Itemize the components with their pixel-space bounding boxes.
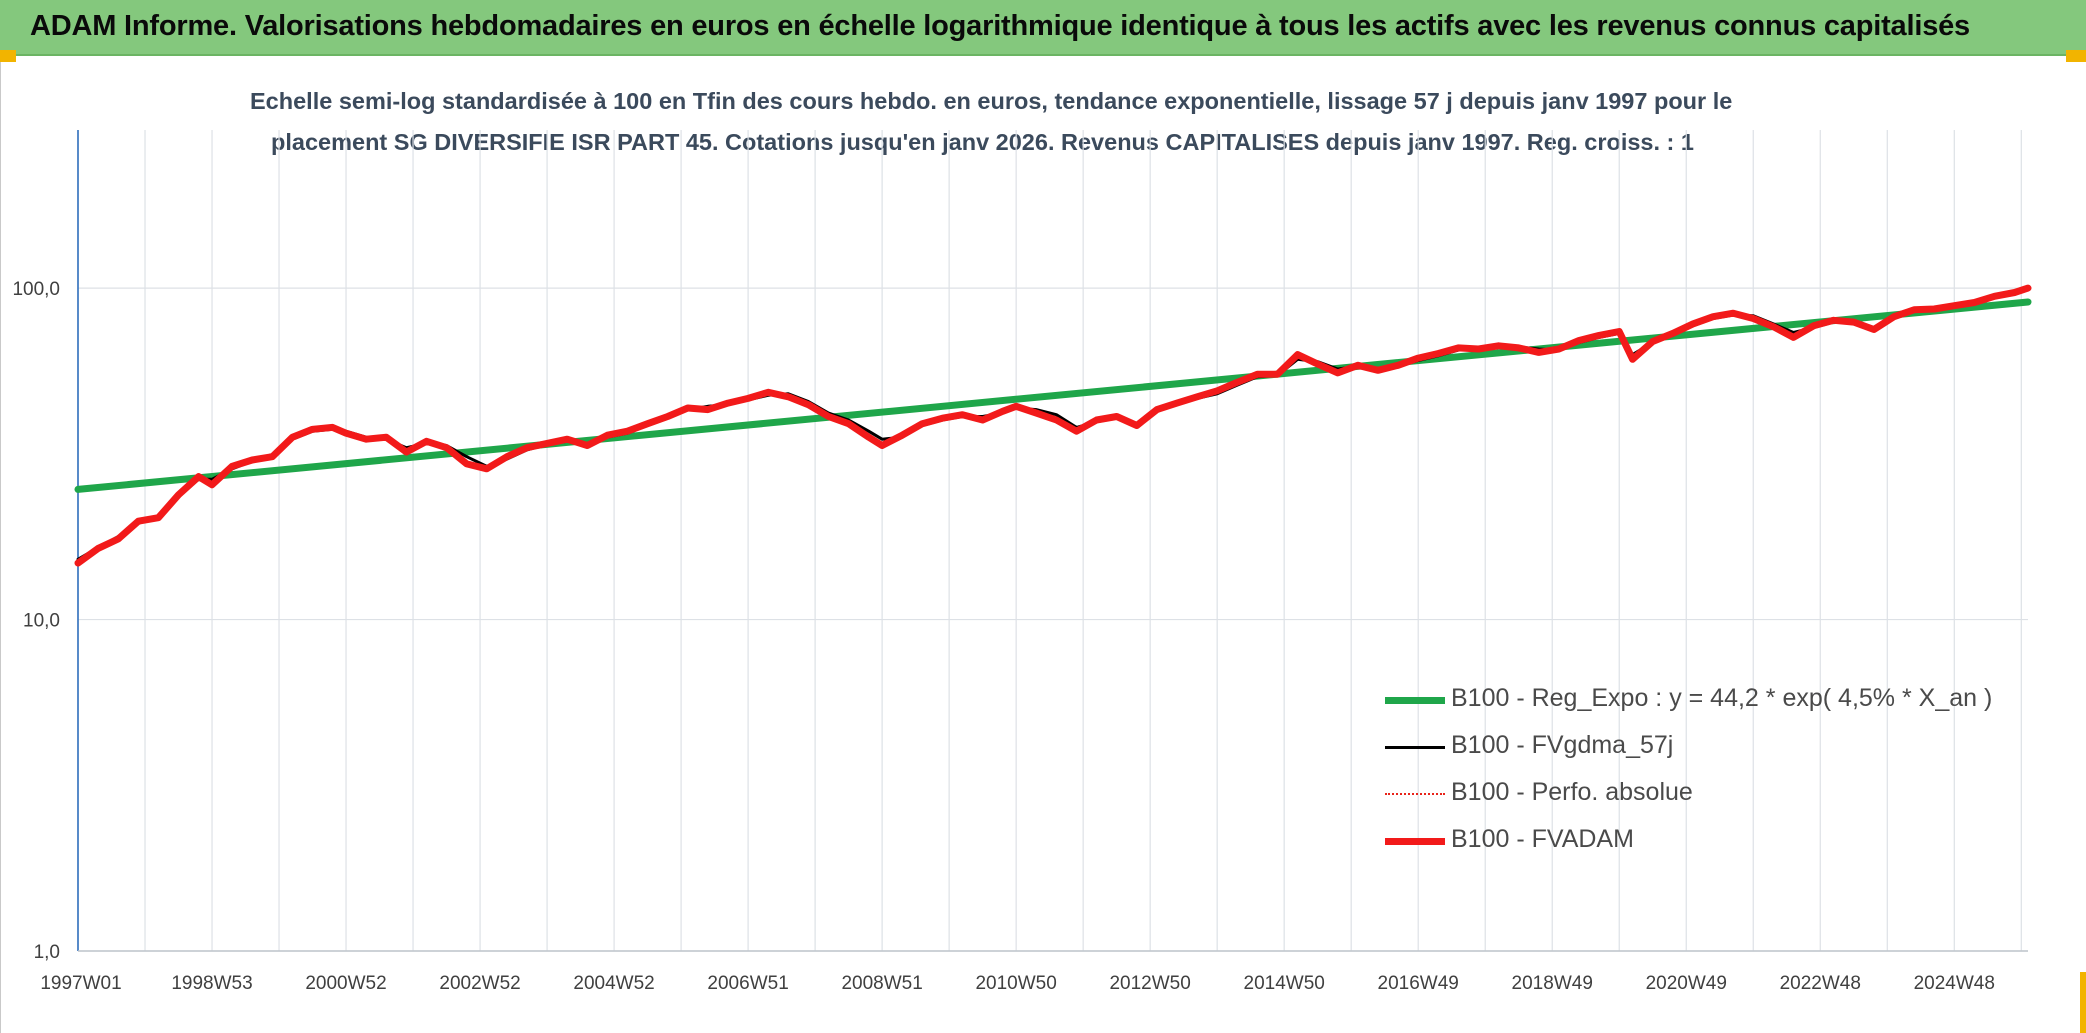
legend-swatch bbox=[1385, 696, 1445, 704]
x-tick-label: 2002W52 bbox=[439, 973, 520, 994]
x-tick-label: 2020W49 bbox=[1646, 973, 1727, 994]
corner-marker-top-right bbox=[2066, 50, 2086, 62]
report-banner: ADAM Informe. Valorisations hebdomadaire… bbox=[0, 0, 2086, 56]
x-tick-label: 2010W50 bbox=[975, 973, 1056, 994]
legend-swatch bbox=[1385, 837, 1445, 845]
x-tick-label: 1998W53 bbox=[171, 973, 252, 994]
y-tick-label: 10,0 bbox=[23, 611, 60, 632]
x-tick-label: 2014W50 bbox=[1244, 973, 1325, 994]
chart-title-line-1: Echelle semi-log standardisée à 100 en T… bbox=[250, 88, 1733, 114]
chart-title-line-2: placement SG DIVERSIFIE ISR PART 45. Cot… bbox=[271, 129, 1694, 155]
x-tick-label: 1997W01 bbox=[40, 973, 121, 994]
x-tick-label: 2012W50 bbox=[1109, 973, 1190, 994]
y-tick-label: 1,0 bbox=[34, 942, 60, 963]
legend-label: B100 - FVgdma_57j bbox=[1451, 731, 1674, 759]
legend-label: B100 - Reg_Expo : y = 44,2 * exp( 4,5% *… bbox=[1451, 684, 1993, 712]
corner-marker-top-left bbox=[0, 50, 16, 62]
legend-label: B100 - Perfo. absolue bbox=[1451, 778, 1693, 806]
corner-marker-bottom-right bbox=[2080, 972, 2086, 1033]
x-tick-label: 2016W49 bbox=[1378, 973, 1459, 994]
x-tick-label: 2006W51 bbox=[707, 973, 788, 994]
series-line-reg-expo bbox=[74, 298, 2032, 493]
x-tick-label: 2004W52 bbox=[573, 973, 654, 994]
x-tick-label: 2000W52 bbox=[305, 973, 386, 994]
x-tick-label: 2018W49 bbox=[1512, 973, 1593, 994]
x-tick-label: 2022W48 bbox=[1780, 973, 1861, 994]
legend-swatch bbox=[1385, 793, 1445, 795]
y-tick-label: 100,0 bbox=[12, 279, 60, 300]
legend-swatch bbox=[1385, 745, 1445, 749]
report-title: ADAM Informe. Valorisations hebdomadaire… bbox=[30, 10, 1970, 42]
series-line-fvadam bbox=[74, 284, 2032, 567]
x-tick-label: 2008W51 bbox=[841, 973, 922, 994]
legend-label: B100 - FVADAM bbox=[1451, 825, 1634, 853]
x-tick-label: 2024W48 bbox=[1914, 973, 1995, 994]
